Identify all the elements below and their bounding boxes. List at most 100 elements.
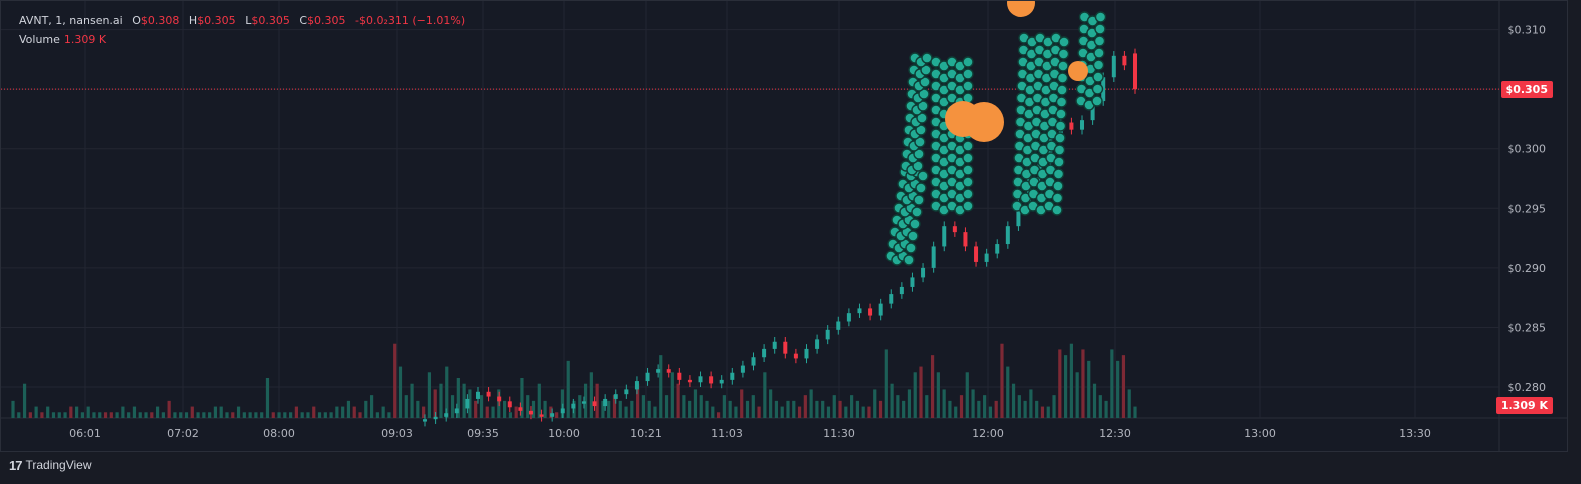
wallet-bubble — [1054, 120, 1067, 132]
price-tick-label: $0.310 — [1508, 24, 1547, 37]
time-tick-label: 08:00 — [263, 427, 295, 440]
wallet-bubble — [962, 176, 974, 188]
candle-body — [613, 394, 618, 399]
wallet-bubble — [1092, 71, 1104, 83]
volume-bar — [624, 406, 628, 418]
wallet-bubble — [1094, 11, 1107, 23]
volume-bar — [289, 412, 293, 418]
volume-legend: Volume 1.309 K — [19, 33, 106, 46]
symbol-label: AVNT, 1, nansen.ai — [19, 14, 123, 27]
volume-bar — [398, 366, 403, 418]
candle-body — [952, 226, 957, 233]
volume-bar — [57, 412, 61, 418]
time-tick-label: 10:21 — [630, 427, 662, 440]
volume-bar — [647, 400, 651, 418]
volume-bar — [196, 412, 200, 418]
volume-bar — [826, 406, 831, 418]
price-chart[interactable]: $0.310 $0.305 $0.300 $0.295 $0.290 $0.285 $0.2… — [1, 1, 1567, 451]
volume-bar — [878, 400, 883, 418]
wallet-bubble — [1057, 60, 1069, 72]
volume-bar — [132, 406, 137, 418]
volume-bar — [728, 400, 732, 418]
volume-bar — [364, 400, 368, 418]
volume-bar — [531, 400, 536, 418]
volume-label: Volume — [19, 33, 60, 46]
volume-bar — [474, 400, 478, 418]
candle-body — [423, 419, 427, 422]
volume-bar — [1040, 406, 1045, 418]
candle-body — [836, 321, 841, 330]
volume-bar — [873, 389, 877, 418]
volume-bar — [659, 355, 663, 418]
volume-bar — [22, 383, 27, 418]
candle-body — [942, 226, 947, 247]
volume-bar — [155, 406, 160, 418]
candle-body — [1080, 120, 1085, 130]
volume-bar — [300, 412, 304, 418]
volume-bar — [312, 406, 316, 418]
volume-bar — [821, 400, 825, 418]
candle-body — [910, 277, 915, 287]
volume-bar — [705, 400, 709, 418]
volume-bar — [763, 372, 767, 418]
candle-body — [804, 348, 809, 359]
volume-bar — [618, 400, 622, 418]
volume-bar — [902, 400, 906, 418]
wallet-bubble — [912, 160, 924, 172]
volume-bar — [751, 395, 755, 418]
volume-bar — [526, 395, 530, 418]
trade-marker — [1007, 1, 1035, 17]
candle-body — [1090, 101, 1095, 121]
volume-bar — [1133, 406, 1137, 418]
volume-bar — [248, 412, 252, 418]
volume-bar — [1023, 400, 1027, 418]
volume-bar — [502, 400, 507, 418]
candle-body — [1101, 77, 1106, 102]
volume-bar — [959, 395, 964, 418]
volume-bar — [537, 383, 541, 418]
volume-bar — [815, 400, 819, 418]
volume-bar — [803, 395, 807, 418]
volume-bar — [283, 412, 287, 418]
time-tick-label: 12:00 — [972, 427, 1004, 440]
volume-bar — [317, 412, 322, 418]
wallet-bubble — [1051, 204, 1063, 216]
volume-bar — [676, 383, 680, 418]
wallet-bubble — [1057, 48, 1070, 60]
wallet-bubble — [962, 164, 974, 176]
volume-bar — [1092, 383, 1097, 418]
wallet-bubble — [962, 200, 974, 212]
candle-body — [465, 398, 470, 409]
wallet-bubble — [905, 242, 917, 254]
volume-value: 1.309 K — [63, 33, 107, 46]
volume-bar — [254, 412, 258, 418]
candle-body — [518, 407, 523, 411]
volume-bar — [595, 383, 599, 418]
candle-body — [581, 401, 586, 404]
wallet-bubble — [1091, 95, 1103, 107]
volume-bar — [1052, 395, 1056, 418]
volume-bar — [838, 400, 842, 418]
chart-panel[interactable]: $0.310 $0.305 $0.300 $0.295 $0.290 $0.285 $0.2… — [0, 0, 1568, 452]
wallet-bubble — [1091, 83, 1104, 95]
change-value: -$0.0₂311 (−1.01%) — [355, 14, 466, 27]
wallet-bubble — [911, 206, 923, 218]
wallet-bubble — [1093, 47, 1105, 59]
volume-bar — [1127, 389, 1131, 418]
volume-bar — [28, 412, 32, 418]
volume-bar — [92, 412, 96, 418]
candle-body — [1016, 202, 1021, 227]
volume-bar — [832, 395, 836, 418]
volume-bar — [121, 406, 125, 418]
volume-bar — [69, 406, 73, 418]
volume-bar — [433, 389, 437, 418]
candle-body — [539, 414, 544, 417]
wallet-bubble — [1052, 180, 1064, 192]
wallet-bubble — [1056, 72, 1069, 84]
volume-bar — [971, 389, 975, 418]
wallet-bubble — [915, 182, 927, 194]
wallet-bubble — [1052, 168, 1065, 180]
volume-bar — [393, 343, 397, 418]
tradingview-footer[interactable]: 17 TradingView — [9, 455, 92, 475]
candle-body — [550, 413, 555, 417]
